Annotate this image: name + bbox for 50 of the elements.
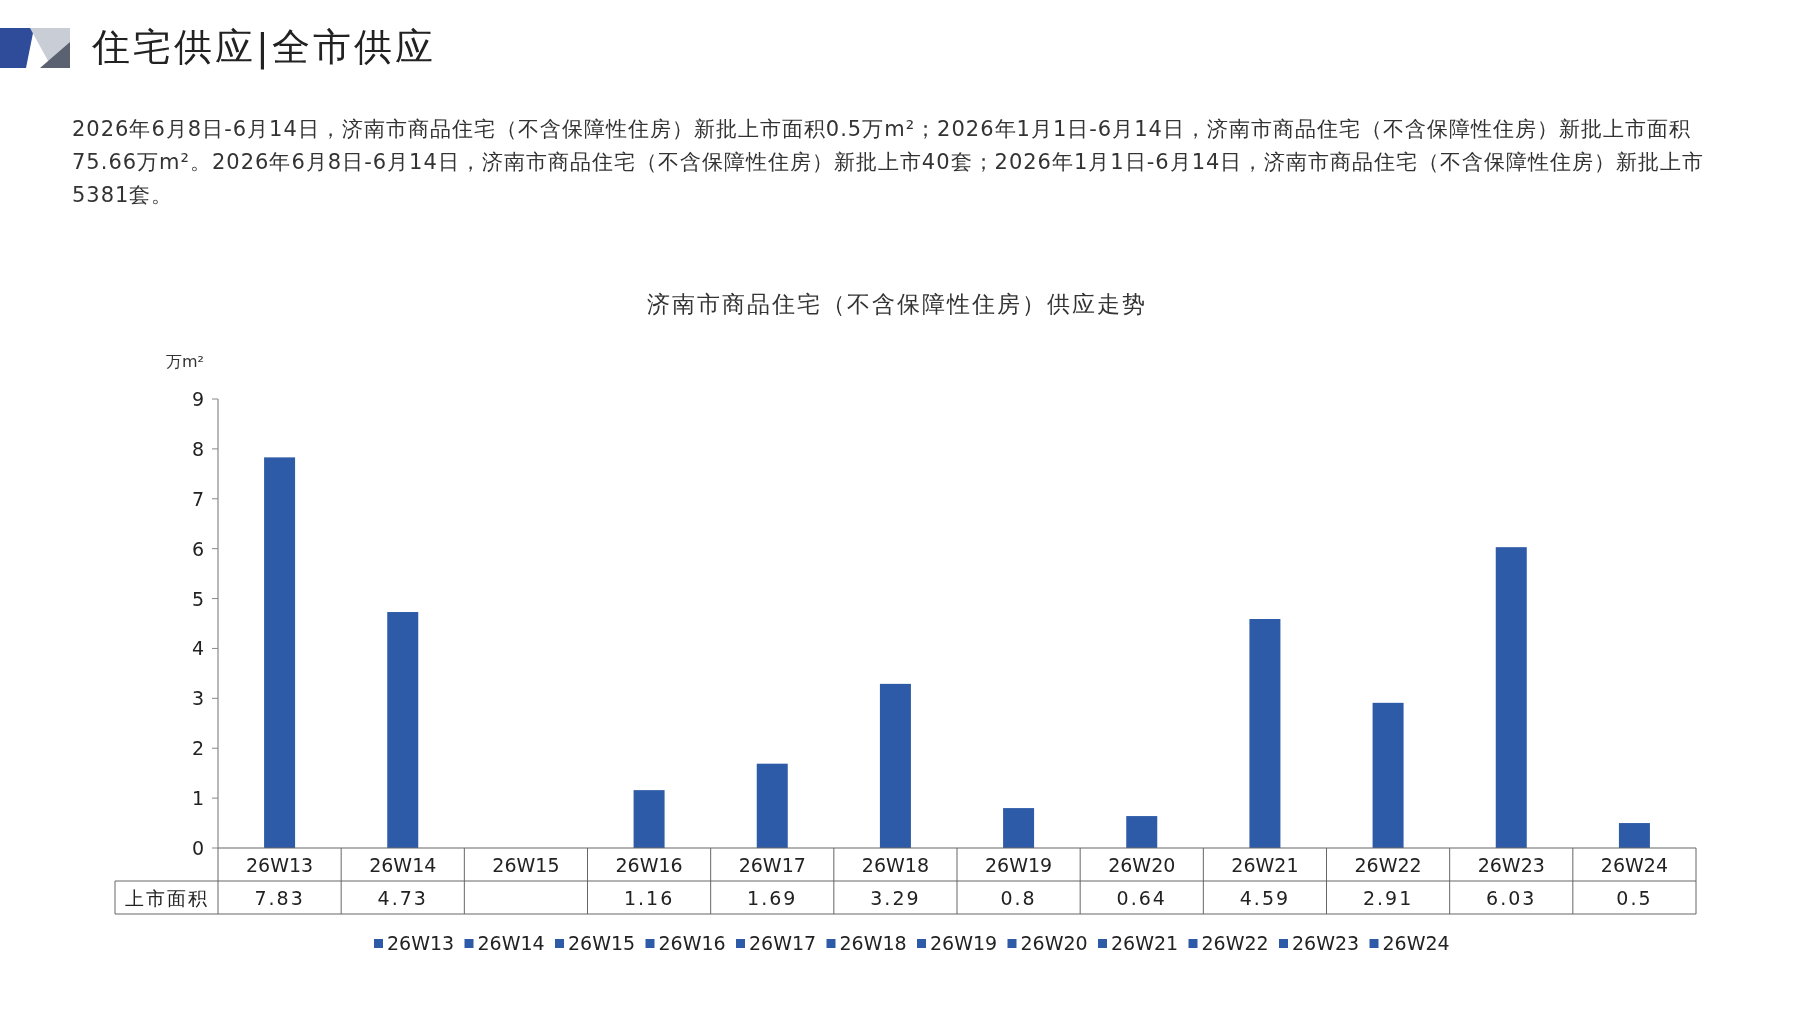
data-label: 1.16 bbox=[623, 887, 675, 909]
category-label: 26W22 bbox=[1201, 932, 1269, 954]
data-label: 4.59 bbox=[1239, 887, 1291, 909]
text: 2026年6月8日-6月14日，济南市商品住宅（不含保障性住房）新批上市面积0.5万m²；2026年1月1日-6月14日，济南市商品住宅（不含保障性住房）新批上市面积75.66万m²。2026年6月8日-6月14日，济南市商品住宅（不含保障性住房）新批上市40套；2026年1月1日-6月14日，济南市商品住宅（不含保障性住房）新批上市5381套。 bbox=[72, 116, 1706, 209]
category-label: 26W14 bbox=[477, 932, 545, 954]
category-label: 26W18 bbox=[839, 932, 907, 954]
y-tick-label: 9 bbox=[191, 388, 205, 410]
data-label: 4.73 bbox=[377, 887, 428, 909]
data-label: 7.83 bbox=[254, 887, 305, 909]
y-tick-label: 4 bbox=[191, 637, 205, 660]
x-tick-label: 26W24 bbox=[1600, 854, 1668, 876]
category-label: 26W21 bbox=[1111, 932, 1179, 954]
x-tick-label: 26W20 bbox=[1108, 854, 1176, 876]
text: 住宅供应|全市供应 bbox=[92, 24, 436, 72]
y-tick-label: 1 bbox=[191, 787, 205, 810]
x-tick-label: 26W21 bbox=[1231, 854, 1299, 876]
text: 上市面积 bbox=[124, 887, 209, 909]
category-label: 26W23 bbox=[1292, 932, 1360, 954]
category-label: 26W24 bbox=[1382, 932, 1450, 954]
data-label: 3.29 bbox=[870, 887, 921, 909]
x-tick-label: 26W22 bbox=[1354, 854, 1422, 876]
category-label: 26W15 bbox=[568, 932, 636, 954]
y-axis-title: 万m² bbox=[166, 352, 204, 371]
y-tick-label: 3 bbox=[191, 687, 205, 710]
data-label: 0.8 bbox=[1000, 887, 1037, 909]
category-label: 26W16 bbox=[658, 932, 726, 954]
y-tick-label: 6 bbox=[191, 537, 205, 560]
data-label: 6.03 bbox=[1486, 887, 1537, 909]
category-label: 26W19 bbox=[930, 932, 998, 954]
x-tick-label: 26W15 bbox=[492, 854, 560, 876]
y-tick-label: 7 bbox=[191, 487, 205, 510]
x-tick-label: 26W19 bbox=[985, 854, 1053, 876]
x-tick-label: 26W18 bbox=[861, 854, 929, 876]
y-tick-label: 2 bbox=[191, 737, 205, 760]
y-tick-label: 5 bbox=[191, 587, 205, 610]
y-tick-label: 8 bbox=[191, 437, 205, 460]
category-label: 26W20 bbox=[1020, 932, 1088, 954]
data-label: 0.64 bbox=[1116, 887, 1167, 909]
x-tick-label: 26W16 bbox=[615, 854, 683, 876]
x-tick-label: 26W14 bbox=[369, 854, 437, 876]
y-tick-label: 0 bbox=[191, 837, 205, 859]
data-label: 0.5 bbox=[1616, 887, 1653, 909]
data-label: 2.91 bbox=[1362, 887, 1414, 909]
x-tick-label: 26W23 bbox=[1477, 854, 1545, 876]
category-label: 26W17 bbox=[749, 932, 817, 954]
data-label: 1.69 bbox=[747, 887, 798, 909]
x-tick-label: 26W17 bbox=[738, 854, 806, 876]
chart-title: 济南市商品住宅（不含保障性住房）供应走势 bbox=[647, 291, 1147, 317]
x-tick-label: 26W13 bbox=[246, 854, 314, 876]
category-label: 26W13 bbox=[387, 932, 455, 954]
